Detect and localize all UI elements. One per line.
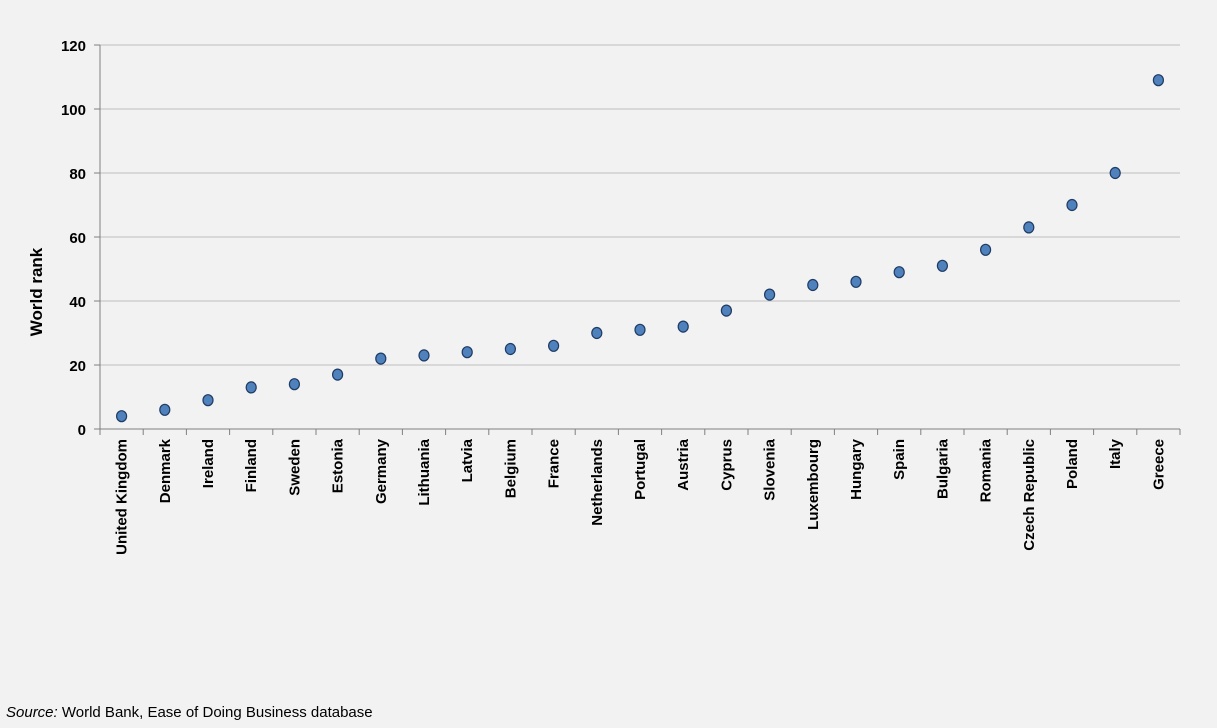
- data-point: [807, 278, 819, 292]
- data-point: [677, 320, 689, 333]
- x-tick-label: Austria: [675, 438, 692, 490]
- x-tick-label: Denmark: [157, 438, 174, 503]
- x-tick-label: Spain: [891, 439, 908, 480]
- x-tick-label: Bulgaria: [934, 438, 951, 499]
- x-tick-label: Lithuania: [416, 438, 433, 505]
- y-tick-label: 20: [69, 358, 86, 375]
- data-point: [245, 381, 257, 394]
- data-point: [547, 339, 560, 352]
- x-tick-label: Estonia: [330, 438, 347, 493]
- data-point: [763, 288, 776, 301]
- x-tick-label: Finland: [243, 439, 260, 492]
- data-points: [115, 74, 1165, 423]
- x-tick-label: Latvia: [459, 438, 476, 482]
- data-point: [1023, 221, 1035, 234]
- y-tick-labels: 0 20 40 60 80 100 120: [61, 38, 86, 439]
- x-tick-label: Slovenia: [762, 438, 779, 500]
- data-point: [634, 323, 646, 336]
- source-label: Source:: [6, 704, 58, 721]
- x-tick-label: Netherlands: [589, 439, 606, 526]
- x-tick-label: Greece: [1150, 439, 1167, 490]
- x-tick-label: Luxembourg: [805, 439, 822, 530]
- data-point: [115, 410, 128, 423]
- data-point: [504, 342, 516, 356]
- data-point: [332, 368, 344, 381]
- data-point: [850, 275, 862, 288]
- x-tick-label: United Kingdom: [114, 439, 131, 555]
- y-tick-label: 60: [69, 230, 86, 247]
- scatter-chart: 0 20 40 60 80 100 120 United Kingdom Denmark Ire…: [27, 38, 1181, 555]
- y-tick-label: 100: [61, 102, 86, 119]
- x-tick-label: Poland: [1064, 439, 1081, 489]
- data-point: [720, 304, 733, 317]
- x-tick-label: Ireland: [200, 439, 217, 488]
- data-point: [1109, 166, 1121, 180]
- source-note: Source: World Bank, Ease of Doing Busine…: [6, 704, 373, 721]
- x-tick-label: France: [546, 439, 563, 488]
- x-tick-label: Sweden: [286, 439, 303, 496]
- x-tick-label: Belgium: [502, 439, 519, 498]
- source-text: World Bank, Ease of Doing Business datab…: [57, 704, 373, 721]
- axes: [94, 44, 1181, 435]
- x-tick-label: Hungary: [848, 438, 865, 500]
- x-tick-label: Portugal: [632, 439, 649, 500]
- data-point: [1066, 198, 1078, 212]
- y-tick-label: 0: [78, 422, 86, 439]
- data-point: [1152, 74, 1165, 87]
- y-tick-label: 80: [69, 166, 86, 183]
- x-tick-label: Italy: [1107, 438, 1124, 469]
- y-axis-label: World rank: [27, 247, 46, 336]
- y-tick-label: 120: [61, 38, 86, 55]
- data-point: [202, 394, 214, 407]
- data-point: [936, 259, 949, 272]
- data-point: [979, 243, 992, 256]
- data-point: [288, 378, 300, 391]
- data-point: [893, 266, 905, 279]
- x-tick-label: Germany: [373, 438, 390, 504]
- data-point: [159, 403, 171, 416]
- y-tick-label: 40: [69, 294, 86, 311]
- x-tick-labels: United Kingdom Denmark Ireland Finland Swede…: [114, 438, 1168, 554]
- x-tick-label: Cyprus: [718, 439, 735, 491]
- x-tick-label: Czech Republic: [1021, 439, 1038, 551]
- data-point: [375, 352, 387, 365]
- data-point: [418, 349, 430, 362]
- gridlines: [100, 44, 1180, 366]
- data-point: [461, 346, 473, 359]
- x-tick-label: Romania: [978, 438, 995, 502]
- data-point: [591, 326, 603, 340]
